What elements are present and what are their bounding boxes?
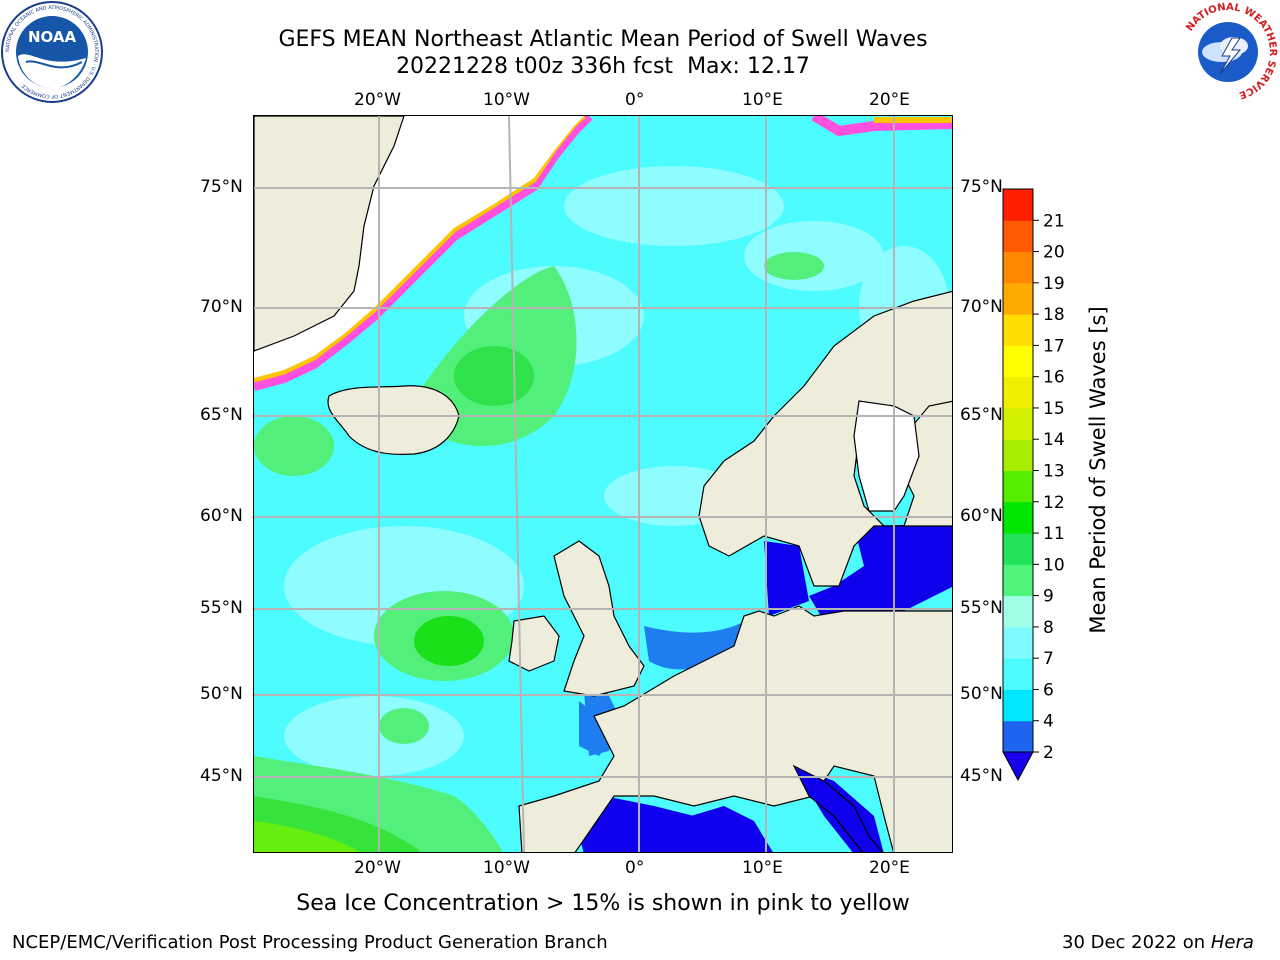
scandinavia	[698, 290, 952, 587]
lat-label-left-75n: 75°N	[200, 177, 243, 197]
footer-date-text: 30 Dec 2022 on	[1062, 932, 1206, 953]
colorbar-tick-label: 10	[1043, 555, 1065, 575]
colorbar-label: Mean Period of Swell Waves [s]	[1086, 306, 1110, 634]
colorbar-segment	[1003, 595, 1033, 628]
graticule	[254, 116, 952, 852]
max-value: Max: 12.17	[687, 54, 810, 79]
lon-label-bottom-20w: 20°W	[354, 858, 401, 878]
colorbar-tick-label: 12	[1043, 493, 1065, 513]
lon-label-bottom-0: 0°	[625, 858, 645, 878]
colorbar-segment	[1003, 282, 1033, 315]
lon-label-top-10e: 10°E	[742, 90, 783, 110]
lat-label-left-70n: 70°N	[200, 297, 243, 317]
map-panel[interactable]	[253, 115, 953, 853]
nws-logo: NATIONAL WEATHER SERVICE	[1176, 0, 1280, 104]
footer-host: Hera	[1210, 932, 1254, 953]
lon-label-top-10w: 10°W	[483, 90, 530, 110]
italy	[792, 764, 884, 852]
colorbar-tick-label: 4	[1043, 712, 1054, 732]
colorbar-segment	[1003, 689, 1033, 722]
colorbar-segment	[1003, 470, 1033, 503]
lat-label-right-70n: 70°N	[960, 297, 1003, 317]
iceland	[327, 385, 460, 456]
colorbar-segment	[1003, 439, 1033, 471]
lat-label-right-45n: 45°N	[960, 766, 1003, 786]
colorbar-tick-label: 15	[1043, 399, 1065, 419]
chart-title: GEFS MEAN Northeast Atlantic Mean Period…	[278, 27, 928, 52]
lon-label-top-0: 0°	[625, 90, 645, 110]
colorbar-tick-label: 2	[1043, 743, 1054, 763]
colorbar-tick-label: 20	[1043, 243, 1065, 263]
colorbar-segment	[1003, 533, 1033, 565]
lat-label-left-60n: 60°N	[200, 506, 243, 526]
colorbar-tick-label: 7	[1043, 649, 1054, 669]
colorbar-tick-label: 18	[1043, 305, 1065, 325]
noaa-logo: NOAA NATIONAL OCEANIC AND ATMOSPHERIC AD…	[0, 0, 104, 104]
colorbar-segment	[1003, 407, 1033, 440]
lon-label-bottom-20e: 20°E	[869, 858, 910, 878]
forecast-date: 20221228 t00z 336h fcst	[396, 54, 674, 79]
colorbar-segment	[1003, 220, 1033, 253]
continental-europe	[518, 605, 952, 852]
colorbar-tick-label: 19	[1043, 274, 1065, 294]
colorbar-segment	[1003, 626, 1033, 659]
colorbar-segment	[1003, 658, 1033, 690]
colorbar-extend-triangle	[1002, 751, 1034, 782]
colorbar-svg: 2 4 6 7 8 9 10 11 12 13 14 15 16 17 18 19 20 21	[1002, 188, 1065, 782]
colorbar-segment	[1003, 376, 1033, 409]
lat-label-left-50n: 50°N	[200, 684, 243, 704]
colorbar-tick-label: 13	[1043, 462, 1065, 482]
colorbar-segment	[1003, 189, 1033, 221]
lon-label-top-20e: 20°E	[869, 90, 910, 110]
british-isles	[553, 540, 645, 697]
colorbar-segment	[1003, 251, 1033, 284]
lon-label-bottom-10w: 10°W	[483, 858, 530, 878]
colorbar: 2 4 6 7 8 9 10 11 12 13 14 15 16 17 18 19 20 21	[990, 180, 1070, 794]
colorbar-tick-label: 8	[1043, 618, 1054, 638]
footer-organization: NCEP/EMC/Verification Post Processing Pr…	[12, 932, 608, 953]
colorbar-segment	[1003, 345, 1033, 378]
colorbar-tick-label: 9	[1043, 587, 1054, 607]
lon-label-bottom-10e: 10°E	[742, 858, 783, 878]
greenland	[254, 116, 405, 352]
colorbar-tick-label: 11	[1043, 524, 1065, 544]
chart-subtitle: 20221228 t00z 336h fcst Max: 12.17	[253, 53, 953, 80]
ireland	[508, 615, 560, 672]
lat-label-right-60n: 60°N	[960, 506, 1003, 526]
colorbar-tick-label: 14	[1043, 430, 1065, 450]
colorbar-segment	[1003, 314, 1033, 346]
lat-label-right-75n: 75°N	[960, 177, 1003, 197]
colorbar-tick-label: 21	[1043, 211, 1065, 231]
colorbar-tick-label: 16	[1043, 368, 1065, 388]
lat-label-left-45n: 45°N	[200, 766, 243, 786]
land-masses	[254, 116, 952, 852]
colorbar-tick-label: 17	[1043, 336, 1065, 356]
lat-label-right-65n: 65°N	[960, 405, 1003, 425]
finland	[853, 400, 920, 512]
lat-label-left-55n: 55°N	[200, 598, 243, 618]
lat-label-left-65n: 65°N	[200, 405, 243, 425]
sea-ice-caption: Sea Ice Concentration > 15% is shown in …	[296, 891, 910, 916]
colorbar-segment	[1003, 501, 1033, 534]
lat-label-right-55n: 55°N	[960, 598, 1003, 618]
footer-date: 30 Dec 2022 on Hera	[1062, 932, 1254, 954]
colorbar-tick-label: 6	[1043, 680, 1054, 700]
lon-label-top-20w: 20°W	[354, 90, 401, 110]
colorbar-segment	[1003, 720, 1033, 753]
colorbar-segment	[1003, 564, 1033, 597]
noaa-logo-text: NOAA	[28, 28, 77, 46]
lat-label-right-50n: 50°N	[960, 684, 1003, 704]
